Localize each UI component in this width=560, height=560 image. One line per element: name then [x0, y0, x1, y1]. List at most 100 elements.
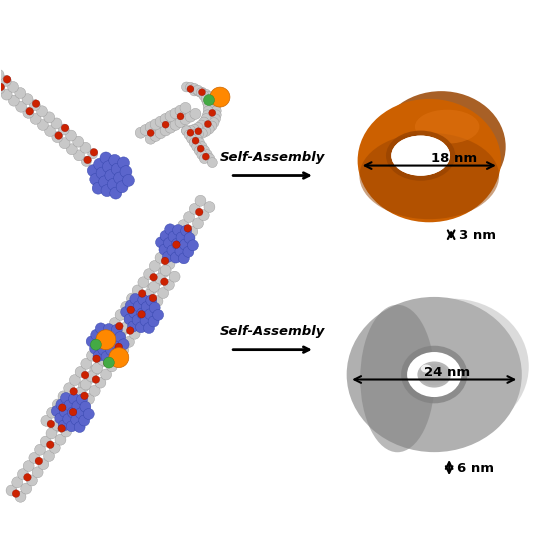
Circle shape — [162, 251, 173, 262]
Circle shape — [115, 309, 126, 320]
Circle shape — [118, 339, 129, 350]
Circle shape — [8, 82, 18, 92]
Circle shape — [181, 234, 192, 245]
Circle shape — [170, 119, 181, 130]
Circle shape — [105, 170, 117, 181]
Circle shape — [64, 382, 74, 394]
Circle shape — [73, 150, 85, 161]
Circle shape — [141, 291, 152, 302]
Circle shape — [79, 415, 90, 426]
Circle shape — [189, 130, 199, 139]
Circle shape — [204, 124, 214, 134]
Circle shape — [50, 422, 61, 432]
Circle shape — [168, 231, 179, 242]
Circle shape — [38, 119, 48, 130]
Circle shape — [87, 350, 97, 361]
Circle shape — [58, 404, 66, 412]
Circle shape — [193, 129, 203, 139]
Circle shape — [203, 95, 214, 105]
Circle shape — [171, 239, 183, 249]
Circle shape — [104, 360, 111, 367]
Circle shape — [103, 347, 114, 357]
Circle shape — [195, 128, 202, 135]
Circle shape — [133, 301, 144, 312]
Circle shape — [195, 208, 203, 216]
Ellipse shape — [358, 99, 501, 222]
Circle shape — [147, 283, 158, 294]
Circle shape — [29, 100, 40, 111]
Circle shape — [61, 405, 72, 416]
Circle shape — [124, 314, 135, 325]
Circle shape — [148, 316, 159, 327]
Circle shape — [66, 144, 77, 155]
Circle shape — [149, 294, 157, 302]
Circle shape — [58, 420, 69, 431]
Circle shape — [130, 307, 141, 319]
Circle shape — [196, 88, 206, 97]
Circle shape — [75, 366, 86, 377]
Circle shape — [143, 323, 155, 333]
Circle shape — [106, 361, 117, 372]
Circle shape — [26, 108, 34, 115]
Circle shape — [66, 421, 77, 432]
Circle shape — [69, 395, 80, 407]
Circle shape — [0, 83, 4, 91]
Text: 6 nm: 6 nm — [457, 461, 494, 474]
Circle shape — [203, 106, 213, 116]
Circle shape — [121, 306, 132, 318]
Circle shape — [189, 138, 199, 148]
Circle shape — [187, 129, 194, 136]
Circle shape — [149, 302, 160, 313]
Circle shape — [197, 145, 204, 152]
Circle shape — [52, 405, 62, 417]
Circle shape — [149, 281, 160, 292]
Circle shape — [98, 334, 109, 345]
Circle shape — [140, 315, 151, 326]
Circle shape — [93, 355, 100, 362]
Circle shape — [58, 412, 68, 423]
Circle shape — [143, 269, 155, 279]
Circle shape — [64, 400, 75, 410]
Circle shape — [211, 102, 221, 112]
Circle shape — [204, 92, 214, 101]
Circle shape — [175, 105, 186, 116]
Circle shape — [180, 239, 190, 250]
Ellipse shape — [360, 133, 499, 219]
Circle shape — [16, 101, 27, 112]
Circle shape — [84, 156, 91, 164]
Circle shape — [184, 130, 194, 139]
Circle shape — [108, 178, 119, 190]
Circle shape — [207, 121, 217, 131]
Circle shape — [102, 337, 113, 348]
Circle shape — [70, 388, 77, 395]
Circle shape — [137, 308, 148, 319]
Circle shape — [112, 353, 123, 363]
Circle shape — [109, 155, 121, 166]
Circle shape — [32, 100, 40, 108]
Circle shape — [104, 357, 114, 368]
Circle shape — [84, 373, 95, 384]
Circle shape — [199, 153, 209, 164]
Circle shape — [195, 195, 206, 206]
Circle shape — [15, 491, 26, 502]
Circle shape — [193, 86, 203, 96]
Circle shape — [140, 124, 151, 136]
Ellipse shape — [376, 298, 529, 435]
Circle shape — [162, 121, 169, 128]
Circle shape — [115, 323, 123, 330]
Circle shape — [101, 348, 112, 359]
Circle shape — [164, 259, 175, 269]
Circle shape — [180, 114, 191, 125]
Circle shape — [80, 402, 91, 412]
Circle shape — [83, 408, 94, 419]
Circle shape — [181, 126, 192, 136]
Circle shape — [63, 404, 74, 414]
Circle shape — [150, 130, 161, 142]
Circle shape — [102, 161, 114, 172]
Circle shape — [107, 331, 118, 342]
Circle shape — [94, 337, 105, 348]
Circle shape — [81, 371, 89, 379]
Circle shape — [132, 285, 143, 296]
Circle shape — [96, 356, 106, 367]
Circle shape — [51, 118, 62, 129]
